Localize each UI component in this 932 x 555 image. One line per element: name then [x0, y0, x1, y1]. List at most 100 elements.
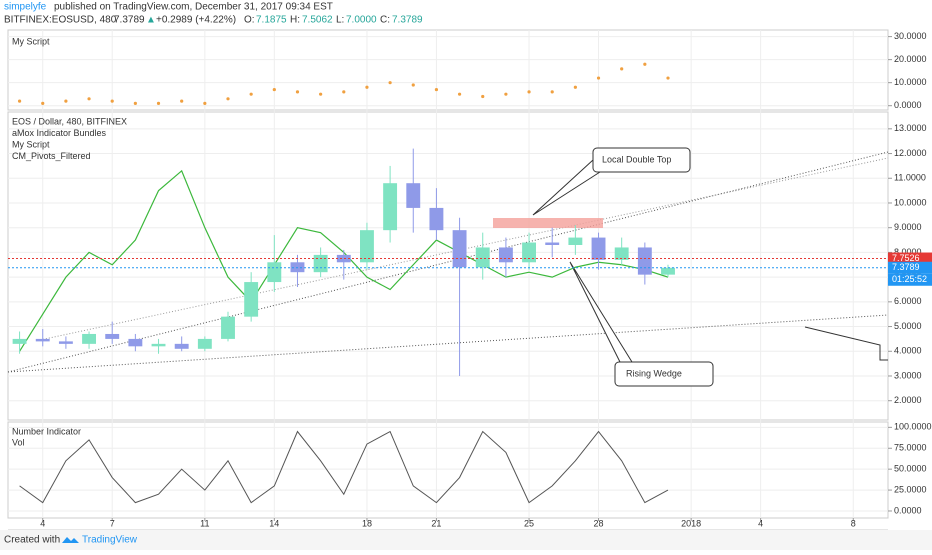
price-tag: [888, 261, 932, 274]
dot: [342, 90, 346, 94]
y-tick-label: 12.0000: [894, 148, 927, 158]
x-tick-label: 28: [594, 518, 604, 528]
pane-title: My Script: [12, 36, 50, 46]
arrow: ▲: [146, 15, 156, 26]
x-tick-label: 25: [524, 518, 534, 528]
dot: [620, 67, 624, 71]
x-tick-label: 4: [758, 518, 763, 528]
o-label: O:: [244, 15, 255, 26]
legend-entry: EOS / Dollar, 480, BITFINEX: [12, 116, 127, 126]
dot: [481, 94, 485, 99]
y-tick-label: 3.0000: [894, 370, 922, 380]
y-tick-label: 11.0000: [894, 173, 926, 183]
x-tick-label: 11: [200, 518, 209, 528]
dot: [133, 101, 137, 105]
user[interactable]: simpelyfe: [4, 2, 47, 13]
annotation: Rising Wedge: [626, 368, 682, 378]
candle-body: [545, 242, 560, 245]
candle-body: [105, 333, 120, 339]
y-tick-label: 75.0000: [894, 443, 927, 453]
legend-entry: My Script: [12, 139, 50, 149]
candle-body: [452, 230, 467, 268]
y-tick-label: 8.0000: [894, 247, 922, 257]
y-tick-label: 2.0000: [894, 395, 922, 405]
change: +0.2989 (+4.22%): [156, 15, 236, 26]
candle-body: [336, 254, 351, 263]
dot: [527, 90, 531, 94]
published: published on TradingView.com, December 3…: [54, 2, 333, 13]
price-tag: [888, 252, 932, 265]
symbol: BITFINEX:EOSUSD, 480: [4, 15, 117, 26]
c-label: C:: [380, 15, 390, 26]
y-tick-label: 100.0000: [894, 422, 932, 432]
dot: [457, 92, 462, 96]
pane-title: Number Indicator: [12, 426, 81, 436]
annotation-box: [592, 147, 691, 173]
x-tick-label: 8: [851, 518, 856, 528]
dot: [596, 76, 601, 80]
l-label: L:: [336, 15, 344, 26]
x-tick-label: 21: [431, 518, 441, 528]
y-tick-label: 4.0000: [894, 346, 922, 356]
candle-body: [429, 207, 444, 231]
open: 7.1875: [256, 15, 287, 26]
y-tick-label: 0.0000: [894, 505, 922, 515]
trend-line: [7, 151, 889, 373]
candle-body: [591, 237, 606, 260]
brand[interactable]: TradingView: [82, 535, 138, 546]
candle-body: [661, 267, 675, 275]
candle-body: [197, 338, 212, 349]
pane-top: [7, 29, 889, 111]
y-tick-label: 30.0000: [894, 31, 927, 41]
candle-body: [35, 338, 50, 342]
candle-body: [244, 282, 259, 317]
candle-body: [498, 247, 513, 263]
annotation-box: [614, 361, 714, 387]
price-label: 7.3789: [892, 262, 920, 272]
candle-body: [128, 338, 143, 347]
price-label: 7.7526: [892, 253, 920, 263]
dot: [249, 92, 253, 96]
callout: [804, 326, 888, 361]
candle-body: [383, 183, 398, 231]
dot: [203, 101, 207, 105]
candle-body: [313, 254, 328, 273]
dot: [64, 99, 68, 103]
footer: [0, 530, 932, 550]
y-tick-label: 5.0000: [894, 321, 922, 331]
x-tick-label: 14: [269, 518, 279, 528]
y-tick-label: 50.0000: [894, 464, 927, 474]
pane-subtitle: Vol: [12, 437, 25, 447]
legend-entry: CM_Pivots_Filtered: [12, 151, 91, 161]
h-label: H:: [290, 15, 300, 26]
dot: [550, 90, 554, 94]
dot: [365, 85, 369, 89]
dot: [573, 85, 577, 89]
y-tick-label: 25.0000: [894, 484, 927, 494]
dot: [272, 87, 276, 92]
last: 7.3789: [114, 15, 145, 26]
candle-body: [614, 247, 629, 260]
legend-entry: aMox Indicator Bundles: [12, 128, 107, 138]
line: [19, 430, 669, 504]
callout: [569, 261, 633, 363]
candle-body: [151, 343, 166, 347]
candle-body: [58, 341, 73, 344]
dot: [504, 92, 508, 96]
candle-body: [267, 262, 282, 283]
dot: [388, 81, 392, 85]
dot: [156, 101, 161, 105]
candle-body: [406, 183, 421, 208]
y-tick-label: 9.0000: [894, 222, 922, 232]
x-tick-label: 2018: [681, 518, 701, 528]
candle-body: [290, 262, 305, 273]
candle-body: [12, 338, 27, 344]
x-tick-label: 7: [110, 518, 115, 528]
y-tick-label: 0.0000: [894, 100, 922, 110]
y-tick-label: 20.0000: [894, 54, 927, 64]
dot: [87, 97, 91, 101]
double-top-zone: [493, 218, 603, 228]
annotation: Local Double Top: [602, 154, 671, 164]
